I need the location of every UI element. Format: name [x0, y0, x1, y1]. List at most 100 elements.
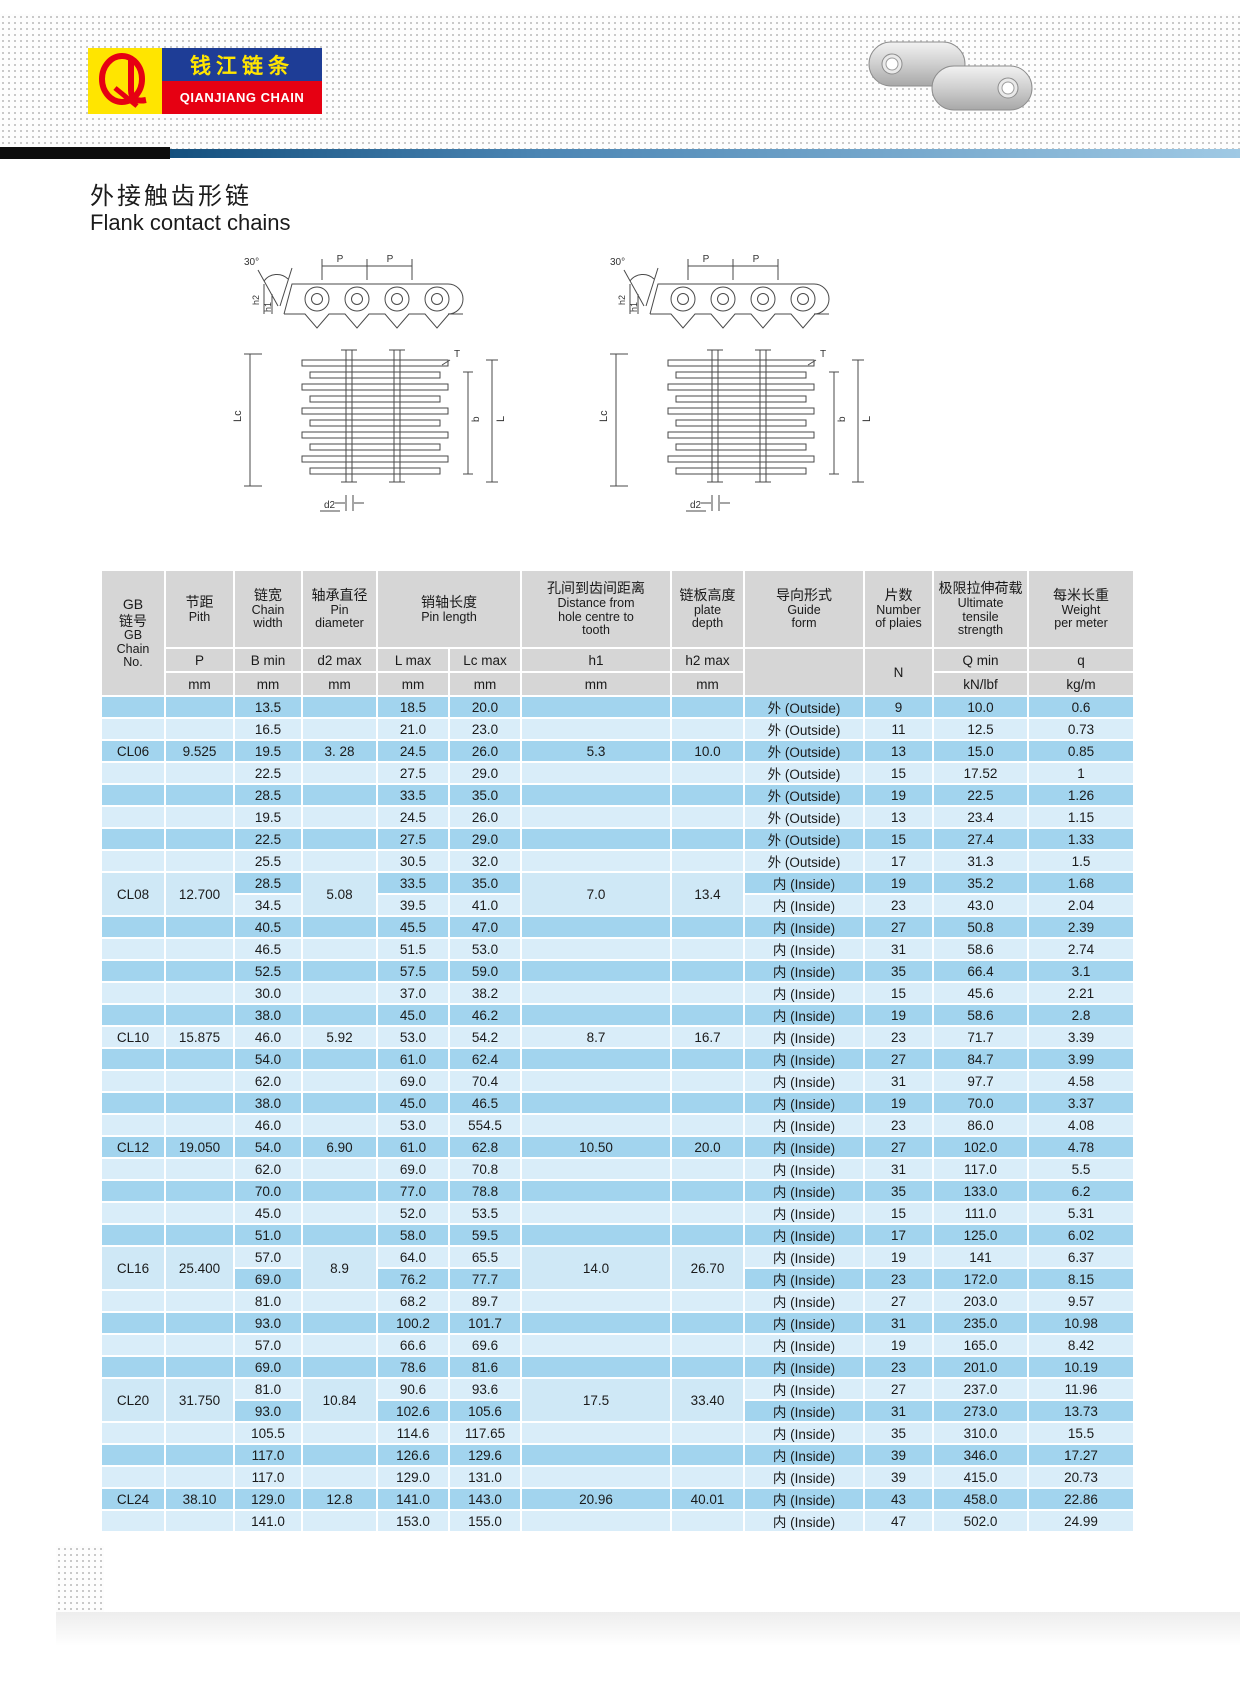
cell-pitch-empty — [166, 1093, 233, 1113]
cell-chain-width: 57.0 — [235, 1247, 301, 1267]
header-weight: 每米长重 Weight per meter — [1029, 571, 1133, 647]
cell-chain-width: 51.0 — [235, 1225, 301, 1245]
cell-weight: 1 — [1029, 763, 1133, 783]
cell-lc-max: 105.6 — [450, 1401, 520, 1421]
cell-chain-no-empty — [102, 939, 164, 959]
cell-pin-diameter: 5.92 — [303, 1027, 376, 1047]
cell-weight: 24.99 — [1029, 1511, 1133, 1531]
subheader-cell — [745, 649, 863, 695]
table-row: 54.0 61.0 62.4 内 (Inside) 27 84.7 3.99 — [102, 1049, 1133, 1069]
cell-guide-form: 内 (Inside) — [745, 1511, 863, 1531]
cell-pitch-empty — [166, 961, 233, 981]
cell-weight: 4.58 — [1029, 1071, 1133, 1091]
cell-chain-no-empty — [102, 1159, 164, 1179]
cell-weight: 6.37 — [1029, 1247, 1133, 1267]
cell-lc-max: 53.0 — [450, 939, 520, 959]
cell-l-max: 78.6 — [378, 1357, 448, 1377]
cell-guide-form: 外 (Outside) — [745, 807, 863, 827]
cell-lc-max: 46.5 — [450, 1093, 520, 1113]
cell-pin-diameter-empty — [303, 1445, 376, 1465]
cell-q-min: 31.3 — [934, 851, 1027, 871]
cell-h1-empty — [522, 1335, 670, 1355]
cell-chain-no-empty — [102, 1335, 164, 1355]
cell-pin-diameter-empty — [303, 939, 376, 959]
cell-q-min: 86.0 — [934, 1115, 1027, 1135]
subheader-cell: P — [166, 649, 233, 671]
cell-chain-no-empty — [102, 917, 164, 937]
cell-plate-count: 27 — [865, 1291, 932, 1311]
cell-h2-max: 40.01 — [672, 1489, 743, 1509]
cell-guide-form: 内 (Inside) — [745, 1093, 863, 1113]
cell-plate-count: 31 — [865, 1401, 932, 1421]
cell-q-min: 201.0 — [934, 1357, 1027, 1377]
cell-weight: 8.42 — [1029, 1335, 1133, 1355]
cell-q-min: 71.7 — [934, 1027, 1027, 1047]
cell-pin-diameter-empty — [303, 1225, 376, 1245]
cell-h1-empty — [522, 1071, 670, 1091]
cell-pin-diameter-empty — [303, 697, 376, 717]
cell-lc-max: 59.0 — [450, 961, 520, 981]
cell-chain-no-empty — [102, 961, 164, 981]
table-row: 81.0 68.2 89.7 内 (Inside) 27 203.0 9.57 — [102, 1291, 1133, 1311]
cell-weight: 2.74 — [1029, 939, 1133, 959]
cell-chain-no-empty — [102, 1357, 164, 1377]
subheader-cell: mm — [166, 673, 233, 695]
cell-lc-max: 62.4 — [450, 1049, 520, 1069]
cell-plate-count: 27 — [865, 1049, 932, 1069]
cell-chain-width: 38.0 — [235, 1093, 301, 1113]
cell-q-min: 27.4 — [934, 829, 1027, 849]
cell-guide-form: 内 (Inside) — [745, 1291, 863, 1311]
header-tensile-strength: 极限拉伸荷载 Ultimate tensile strength — [934, 571, 1027, 647]
cell-h1-empty — [522, 1049, 670, 1069]
cell-weight: 5.5 — [1029, 1159, 1133, 1179]
cell-chain-no-empty — [102, 1291, 164, 1311]
cell-h2-max-empty — [672, 1291, 743, 1311]
cell-chain-no-empty — [102, 763, 164, 783]
header-pitch: 节距 Pith — [166, 571, 233, 647]
subheader-cell: h2 max — [672, 649, 743, 671]
cell-guide-form: 内 (Inside) — [745, 895, 863, 915]
cell-h1: 5.3 — [522, 741, 670, 761]
cell-q-min: 415.0 — [934, 1467, 1027, 1487]
cell-h2-max-empty — [672, 983, 743, 1003]
cell-h1-empty — [522, 697, 670, 717]
cell-lc-max: 41.0 — [450, 895, 520, 915]
cell-h1-empty — [522, 807, 670, 827]
cell-pin-diameter-empty — [303, 1159, 376, 1179]
cell-guide-form: 内 (Inside) — [745, 873, 863, 893]
cell-plate-count: 19 — [865, 1093, 932, 1113]
cell-h2-max: 33.40 — [672, 1379, 743, 1421]
cell-weight: 22.86 — [1029, 1489, 1133, 1509]
cell-pitch-empty — [166, 1313, 233, 1333]
table-row: 69.0 78.6 81.6 内 (Inside) 23 201.0 10.19 — [102, 1357, 1133, 1377]
cell-chain-no-empty — [102, 807, 164, 827]
table-row: 69.0 76.2 77.7 内 (Inside) 23 172.0 8.15 — [102, 1269, 1133, 1289]
cell-h1: 14.0 — [522, 1247, 670, 1289]
cell-l-max: 33.5 — [378, 785, 448, 805]
cell-chain-width: 46.0 — [235, 1115, 301, 1135]
cell-chain-no-empty — [102, 829, 164, 849]
cell-h1-empty — [522, 851, 670, 871]
cell-weight: 3.99 — [1029, 1049, 1133, 1069]
cell-h1-empty — [522, 939, 670, 959]
cell-weight: 3.1 — [1029, 961, 1133, 981]
table-row: CL08 12.700 28.5 5.08 33.5 35.0 7.0 13.4 内 (Insi… — [102, 873, 1133, 915]
cell-pin-diameter-empty — [303, 1115, 376, 1135]
cell-weight: 2.8 — [1029, 1005, 1133, 1025]
cell-q-min: 141 — [934, 1247, 1027, 1267]
cell-lc-max: 54.2 — [450, 1027, 520, 1047]
cell-h1-empty — [522, 829, 670, 849]
cell-h2-max-empty — [672, 785, 743, 805]
cell-chain-width: 22.5 — [235, 829, 301, 849]
cell-weight: 10.98 — [1029, 1313, 1133, 1333]
cell-chain-no-empty — [102, 719, 164, 739]
cell-q-min: 97.7 — [934, 1071, 1027, 1091]
cell-pin-diameter: 8.9 — [303, 1247, 376, 1289]
cell-pin-diameter-empty — [303, 807, 376, 827]
cell-pitch-empty — [166, 1445, 233, 1465]
cell-q-min: 84.7 — [934, 1049, 1027, 1069]
table-row: 105.5 114.6 117.65 内 (Inside) 35 310.0 15.5 — [102, 1423, 1133, 1443]
cell-weight: 5.31 — [1029, 1203, 1133, 1223]
cell-chain-width: 105.5 — [235, 1423, 301, 1443]
table-row: 93.0 100.2 101.7 内 (Inside) 31 235.0 10.98 — [102, 1313, 1133, 1333]
